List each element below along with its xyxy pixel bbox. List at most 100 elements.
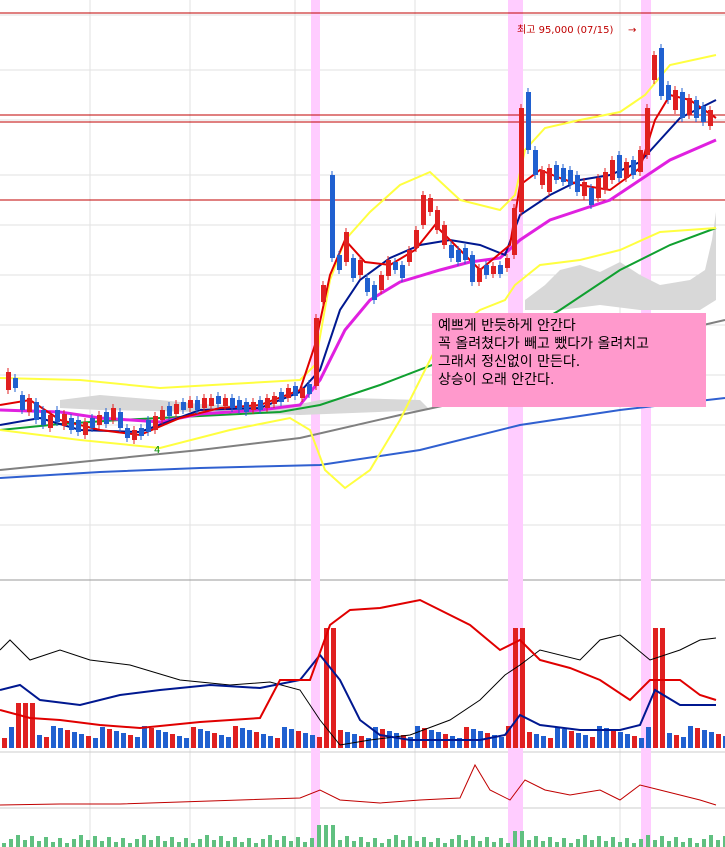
candle-body-61 (435, 210, 440, 230)
volume-bar-20 (142, 835, 146, 847)
volume-bar-15 (107, 837, 111, 847)
candle-body-89 (631, 160, 636, 175)
osc-bar-49 (345, 732, 350, 748)
candle-body-53 (379, 275, 384, 290)
volume-bar-24 (170, 837, 174, 847)
osc-bar-46 (324, 628, 329, 748)
candle-body-7 (55, 410, 60, 422)
volume-bar-13 (93, 836, 97, 847)
volume-bar-68 (478, 841, 482, 847)
candle-body-81 (575, 175, 580, 192)
candle-body-3 (27, 398, 32, 412)
candle-body-32 (230, 398, 235, 408)
osc-bar-59 (415, 726, 420, 748)
volume-bar-67 (471, 836, 475, 847)
candle-body-35 (251, 402, 256, 410)
osc-bar-20 (142, 726, 147, 748)
volume-bar-3 (23, 840, 27, 847)
candle-body-46 (330, 175, 335, 258)
osc-bar-57 (401, 735, 406, 748)
volume-bar-103 (723, 836, 725, 847)
osc-bar-15 (107, 729, 112, 748)
note-line-1: 예쁘게 반듯하게 안간다 (438, 318, 576, 334)
osc-bar-16 (114, 731, 119, 748)
osc-bar-99 (695, 728, 700, 748)
candle-body-36 (258, 400, 263, 410)
volume-bar-42 (296, 837, 300, 847)
osc-bar-94 (660, 628, 665, 748)
candle-body-33 (237, 400, 242, 410)
volume-bar-95 (667, 841, 671, 847)
osc-bar-27 (191, 727, 196, 748)
volume-bar-81 (569, 843, 573, 847)
osc-bar-38 (268, 736, 273, 748)
bollinger-lower (0, 227, 717, 490)
volume-bar-35 (247, 838, 251, 847)
osc-bar-34 (240, 728, 245, 748)
osc-bar-85 (597, 726, 602, 748)
osc-bar-81 (569, 731, 574, 748)
candle-body-18 (132, 430, 137, 440)
osc-bar-40 (282, 727, 287, 748)
osc-bar-23 (163, 732, 168, 748)
volume-bar-7 (51, 842, 55, 847)
candle-body-60 (428, 198, 433, 212)
candle-body-71 (505, 258, 510, 268)
candle-body-5 (41, 410, 46, 425)
volume-bar-77 (541, 841, 545, 847)
volume-bar-69 (485, 837, 489, 847)
osc-bar-93 (653, 628, 658, 748)
volume-bar-11 (79, 835, 83, 847)
volume-bar-74 (520, 831, 524, 847)
volume-bar-100 (702, 839, 706, 847)
candle-body-85 (603, 172, 608, 190)
note-line-3: 그래서 정신없이 만든다. (438, 354, 581, 370)
osc-bar-44 (310, 735, 315, 748)
osc-bar-11 (79, 734, 84, 748)
volume-bar-28 (198, 839, 202, 847)
osc-bar-97 (681, 737, 686, 748)
volume-bar-91 (639, 839, 643, 847)
volume-bar-9 (65, 843, 69, 847)
candle-body-44 (314, 318, 319, 386)
volume-bar-30 (212, 840, 216, 847)
osc-bar-26 (184, 738, 189, 748)
candle-body-94 (666, 85, 671, 100)
candle-body-42 (300, 388, 305, 398)
volume-bar-32 (226, 841, 230, 847)
osc-bar-70 (492, 735, 497, 748)
candle-body-50 (358, 260, 363, 275)
volume-bar-17 (121, 838, 125, 847)
osc-bar-48 (338, 730, 343, 748)
volume-bar-99 (695, 843, 699, 847)
candle-body-95 (673, 90, 678, 110)
osc-bar-66 (464, 727, 469, 748)
candle-body-20 (146, 420, 151, 432)
candle-body-56 (400, 265, 405, 278)
candle-body-79 (561, 168, 566, 182)
osc-bar-87 (611, 730, 616, 748)
candle-body-98 (694, 100, 699, 118)
volume-bar-18 (128, 843, 132, 847)
candle-body-17 (125, 428, 130, 438)
candle-body-72 (512, 208, 517, 255)
volume-bar-49 (345, 836, 349, 847)
max-price-annotation: 최고 95,000 (07/15) (517, 24, 613, 36)
volume-bar-4 (30, 836, 34, 847)
osc-bar-22 (156, 730, 161, 748)
candle-body-48 (344, 232, 349, 262)
volume-bar-48 (338, 840, 342, 847)
max-price-arrow: → (628, 25, 636, 36)
note-line-2: 꼭 올려쳤다가 빼고 뺐다가 올려치고 (438, 336, 649, 352)
volume-bar-6 (44, 837, 48, 847)
osc-bar-18 (128, 735, 133, 748)
volume-bar-34 (240, 842, 244, 847)
candle-body-91 (645, 108, 650, 155)
volume-bar-70 (492, 842, 496, 847)
osc-bar-76 (534, 734, 539, 748)
volume-bar-86 (604, 841, 608, 847)
highlight-band-2 (641, 0, 651, 847)
volume-bar-71 (499, 838, 503, 847)
osc-bar-60 (422, 728, 427, 748)
osc-bar-28 (198, 729, 203, 748)
